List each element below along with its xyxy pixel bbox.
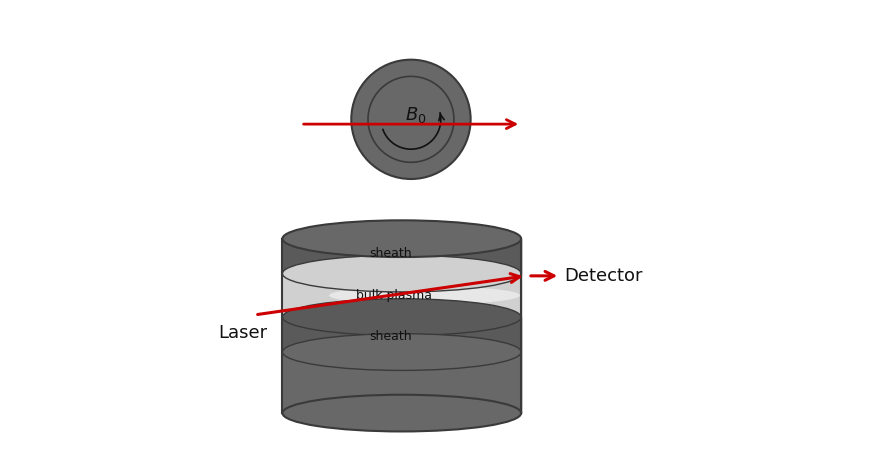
Polygon shape <box>282 352 521 413</box>
Text: sheath: sheath <box>369 330 412 343</box>
Polygon shape <box>282 239 521 274</box>
Ellipse shape <box>282 334 521 370</box>
Polygon shape <box>282 317 521 352</box>
Polygon shape <box>282 239 521 413</box>
Ellipse shape <box>282 395 521 431</box>
Text: sheath: sheath <box>369 247 412 260</box>
Text: Detector: Detector <box>565 267 643 285</box>
Text: bulk plasma: bulk plasma <box>356 289 431 302</box>
Ellipse shape <box>282 255 521 292</box>
Ellipse shape <box>282 220 521 257</box>
Polygon shape <box>282 274 521 317</box>
Ellipse shape <box>352 60 471 179</box>
Ellipse shape <box>282 299 521 336</box>
Text: $B_0$: $B_0$ <box>405 105 426 125</box>
Text: Laser: Laser <box>218 324 267 342</box>
Ellipse shape <box>329 286 520 305</box>
